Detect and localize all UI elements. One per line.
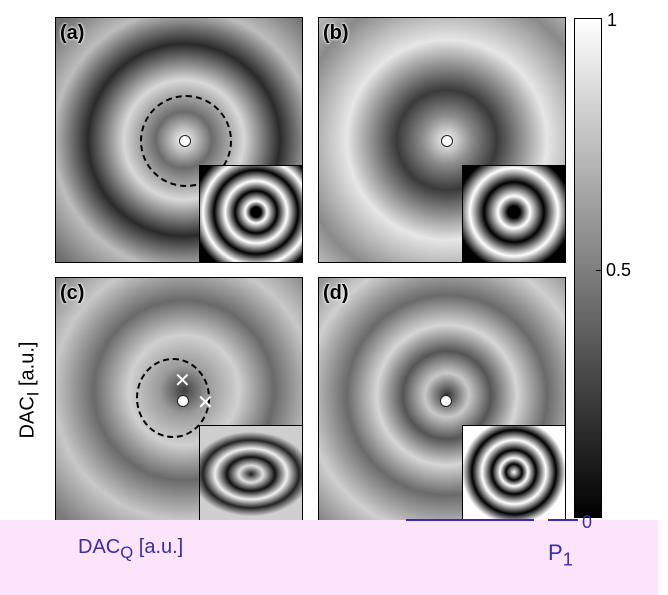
center-dot-b [441,135,453,147]
panel-label-d: (d) [323,282,349,304]
dashed-circle-c [136,358,210,438]
bottom-overlay-band [0,520,658,595]
panel-a: (a) [55,17,303,263]
inset-simulation-b [462,165,565,262]
panel-b: (b) [318,17,566,263]
inset-simulation-a [199,165,302,262]
colorbar-label-sub: 1 [562,548,573,570]
overlay-line-left [406,519,534,521]
x-axis-label: DACQ [a.u.] [78,536,183,563]
inset-simulation-c [199,425,302,522]
center-dot-d [440,395,452,407]
colorbar-tick-1: 1 [607,10,618,30]
x-axis-label-sub: Q [120,543,134,562]
x-axis-label-main: DAC [78,536,121,558]
y-axis-label-sub: I [23,391,43,397]
x-axis-label-unit: [a.u.] [133,536,184,558]
colorbar [574,18,602,518]
cross-marker-2: ✕ [197,390,214,414]
y-axis-label-main: DAC [16,396,39,439]
colorbar-tick-mark-top [596,270,602,271]
panel-c: ✕ ✕ (c) [55,277,303,523]
colorbar-label: P1 [548,540,573,570]
inset-simulation-d [462,425,565,522]
panel-label-b: (b) [323,22,349,44]
y-axis-label-unit: [a.u.] [16,341,39,392]
panel-d: (d) [318,277,566,523]
y-axis-label: DACI [a.u.] [17,342,44,439]
colorbar-tick-05: 0.5 [606,260,632,280]
panel-label-c: (c) [60,282,85,304]
panel-label-a: (a) [60,22,85,44]
colorbar-tick-0: 0 [582,512,593,532]
dashed-circle-a [140,95,232,187]
colorbar-label-main: P [548,540,563,565]
cross-marker-1: ✕ [174,368,191,392]
center-dot-c [177,395,189,407]
center-dot-a [179,135,191,147]
overlay-line-right [548,519,578,521]
